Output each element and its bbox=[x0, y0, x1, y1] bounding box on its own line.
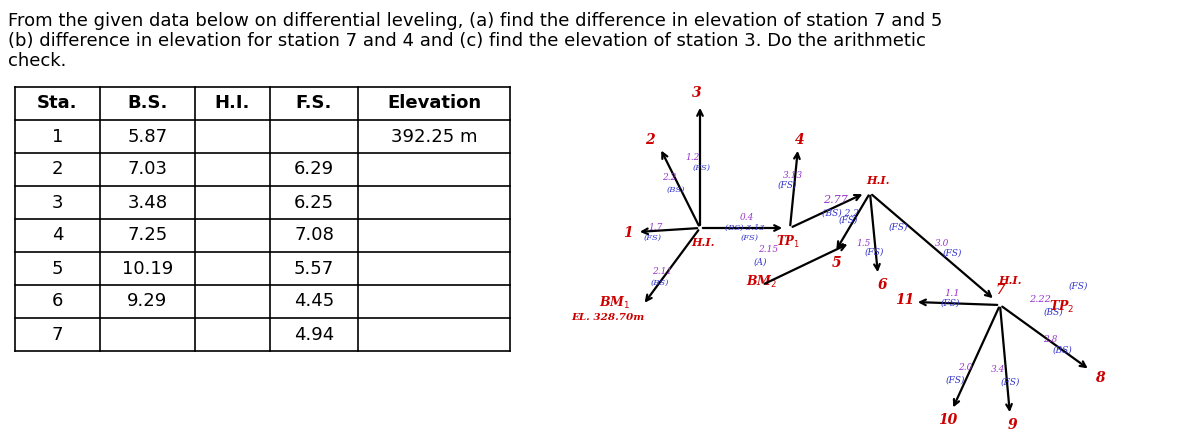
Text: 5: 5 bbox=[832, 256, 842, 270]
Text: 2.15: 2.15 bbox=[758, 245, 778, 254]
Text: 10.19: 10.19 bbox=[122, 260, 173, 278]
Text: (BS) 2.2: (BS) 2.2 bbox=[822, 208, 858, 218]
Text: 2: 2 bbox=[646, 133, 655, 147]
Text: 3: 3 bbox=[52, 194, 64, 211]
Text: check.: check. bbox=[8, 52, 66, 70]
Text: BM$_1$: BM$_1$ bbox=[599, 295, 631, 311]
Text: 2.0: 2.0 bbox=[958, 363, 972, 372]
Text: 4: 4 bbox=[52, 227, 64, 245]
Text: 1.1: 1.1 bbox=[944, 288, 960, 298]
Text: 7.03: 7.03 bbox=[127, 160, 168, 178]
Text: H.I.: H.I. bbox=[215, 94, 250, 113]
Text: (FS): (FS) bbox=[839, 215, 858, 224]
Text: (BS): (BS) bbox=[667, 186, 685, 194]
Text: 2.11: 2.11 bbox=[652, 267, 672, 277]
Text: TP$_1$: TP$_1$ bbox=[776, 234, 800, 250]
Text: 9: 9 bbox=[1007, 418, 1016, 432]
Text: 7.25: 7.25 bbox=[127, 227, 168, 245]
Text: 6: 6 bbox=[52, 292, 64, 311]
Text: F.S.: F.S. bbox=[296, 94, 332, 113]
Text: 0.4: 0.4 bbox=[740, 214, 754, 223]
Text: 7: 7 bbox=[995, 283, 1004, 297]
Text: 5: 5 bbox=[52, 260, 64, 278]
Text: 7: 7 bbox=[52, 325, 64, 343]
Text: From the given data below on differential leveling, (a) find the difference in e: From the given data below on differentia… bbox=[8, 12, 942, 30]
Text: (FS): (FS) bbox=[888, 223, 907, 232]
Text: 1.7: 1.7 bbox=[649, 224, 664, 232]
Text: 10: 10 bbox=[938, 413, 958, 427]
Text: (BS): (BS) bbox=[1052, 346, 1072, 354]
Text: 3.4: 3.4 bbox=[991, 366, 1006, 375]
Text: 8: 8 bbox=[1096, 371, 1105, 385]
Text: (FS): (FS) bbox=[1068, 282, 1087, 291]
Text: (FS): (FS) bbox=[941, 299, 960, 308]
Text: 9.29: 9.29 bbox=[127, 292, 168, 311]
Text: (FS): (FS) bbox=[864, 248, 883, 257]
Text: 11: 11 bbox=[895, 293, 914, 307]
Text: 1.5: 1.5 bbox=[857, 239, 871, 248]
Text: 5.57: 5.57 bbox=[294, 260, 334, 278]
Text: 2: 2 bbox=[52, 160, 64, 178]
Text: 2.2: 2.2 bbox=[662, 173, 676, 182]
Text: TP$_2$: TP$_2$ bbox=[1049, 299, 1075, 315]
Text: H.I.: H.I. bbox=[866, 174, 889, 186]
Text: 4.45: 4.45 bbox=[294, 292, 334, 311]
Text: 392.25 m: 392.25 m bbox=[391, 127, 478, 146]
Text: BM$_2$: BM$_2$ bbox=[746, 274, 778, 290]
Text: (FS): (FS) bbox=[1001, 378, 1020, 387]
Text: (FS): (FS) bbox=[778, 181, 797, 190]
Text: 1.2: 1.2 bbox=[686, 153, 700, 163]
Text: (FS): (FS) bbox=[742, 234, 760, 242]
Text: (b) difference in elevation for station 7 and 4 and (c) find the elevation of st: (b) difference in elevation for station … bbox=[8, 32, 926, 50]
Text: 6.29: 6.29 bbox=[294, 160, 334, 178]
Text: (FS): (FS) bbox=[694, 164, 710, 172]
Text: 1: 1 bbox=[623, 226, 632, 240]
Text: (BS): (BS) bbox=[650, 279, 670, 287]
Text: H.I.: H.I. bbox=[691, 237, 715, 249]
Text: 1: 1 bbox=[52, 127, 64, 146]
Text: Sta.: Sta. bbox=[37, 94, 78, 113]
Text: 2.8: 2.8 bbox=[1043, 336, 1057, 345]
Text: H.I.: H.I. bbox=[998, 274, 1021, 286]
Text: 3.0: 3.0 bbox=[935, 239, 949, 248]
Text: 4: 4 bbox=[796, 133, 805, 147]
Text: (FS): (FS) bbox=[946, 375, 965, 384]
Text: (A): (A) bbox=[754, 257, 767, 266]
Text: 2.77: 2.77 bbox=[822, 195, 847, 205]
Text: B.S.: B.S. bbox=[127, 94, 168, 113]
Text: (FS): (FS) bbox=[644, 234, 662, 242]
Text: 6: 6 bbox=[877, 278, 887, 292]
Text: Elevation: Elevation bbox=[386, 94, 481, 113]
Text: (FS): (FS) bbox=[942, 249, 961, 257]
Text: (BS): (BS) bbox=[1043, 308, 1063, 316]
Text: 6.25: 6.25 bbox=[294, 194, 334, 211]
Text: 2.22: 2.22 bbox=[1030, 295, 1051, 304]
Text: 3: 3 bbox=[692, 86, 702, 100]
Text: 3.48: 3.48 bbox=[127, 194, 168, 211]
Text: 7.08: 7.08 bbox=[294, 227, 334, 245]
Text: (BS) 3.13: (BS) 3.13 bbox=[725, 224, 764, 232]
Text: EL. 328.70m: EL. 328.70m bbox=[571, 313, 644, 322]
Text: 3.13: 3.13 bbox=[782, 170, 803, 180]
Text: 5.87: 5.87 bbox=[127, 127, 168, 146]
Text: 4.94: 4.94 bbox=[294, 325, 334, 343]
